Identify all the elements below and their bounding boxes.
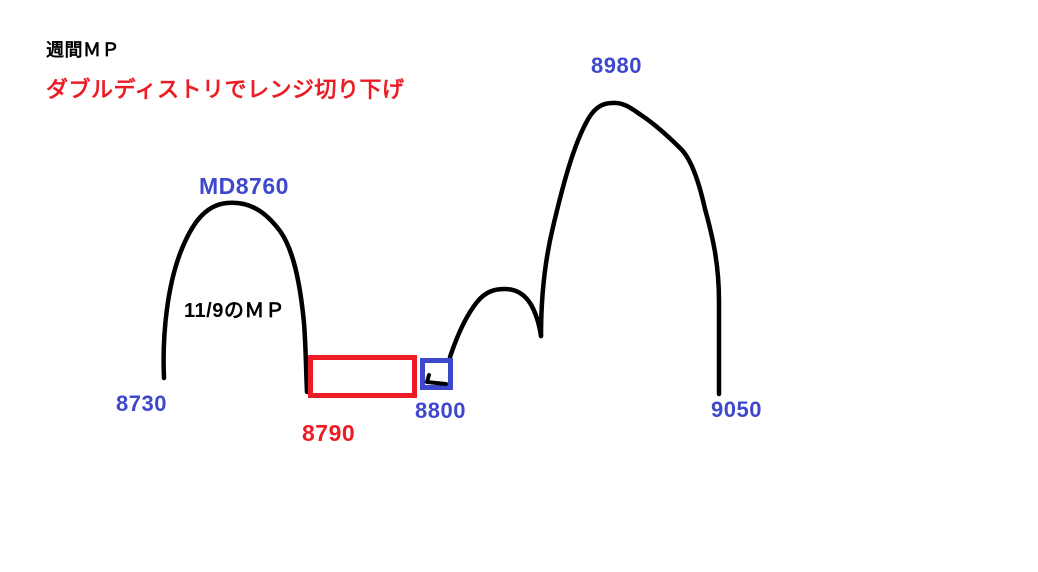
price-label-8730: 8730 xyxy=(116,391,167,416)
price-label-8790: 8790 xyxy=(302,420,356,446)
right-distribution-curve xyxy=(538,100,722,397)
subtitle-note: ダブルディストリでレンジ切り下げ xyxy=(46,77,405,102)
blue-range-box xyxy=(420,358,453,390)
left-distribution-curve xyxy=(161,200,310,395)
price-label-8800: 8800 xyxy=(415,398,466,423)
page-title: 週間ＭＰ xyxy=(46,40,120,60)
blue-box-tick-mark xyxy=(425,373,448,386)
md-peak-label: MD8760 xyxy=(199,173,289,199)
session-label: 11/9のＭＰ xyxy=(184,300,286,322)
price-label-8980: 8980 xyxy=(591,53,642,78)
red-range-box xyxy=(308,355,417,398)
price-label-9050: 9050 xyxy=(711,397,762,422)
middle-bump-curve xyxy=(447,286,544,360)
